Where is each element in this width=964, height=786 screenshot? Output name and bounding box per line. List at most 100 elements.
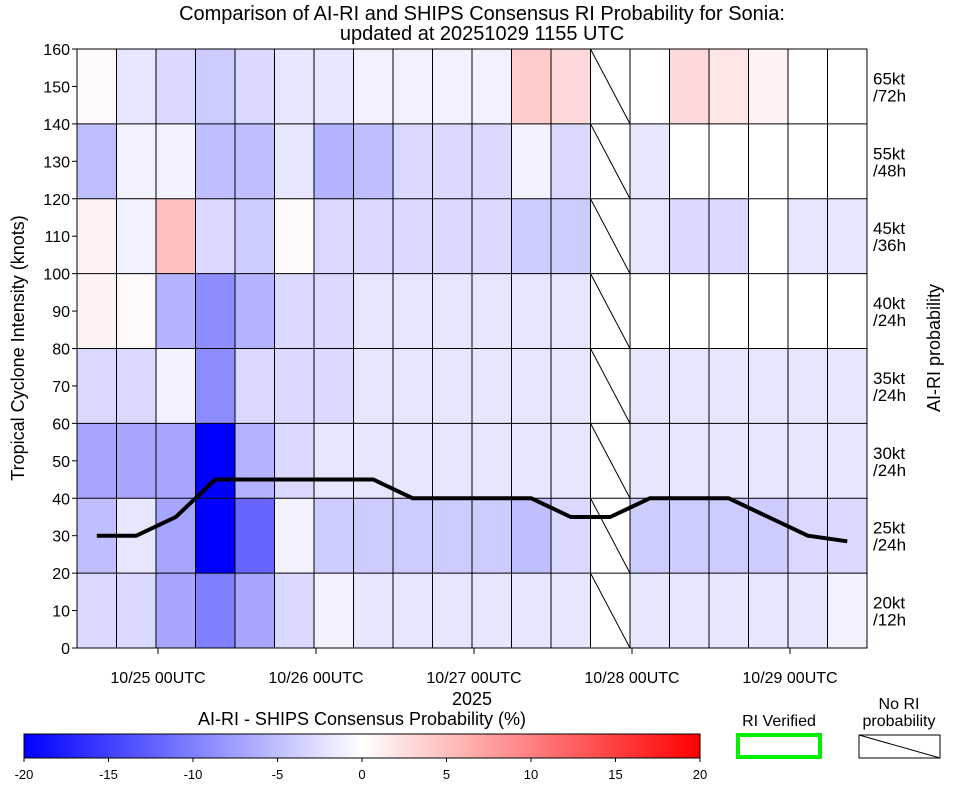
no-ri-label-line2: probability [863,713,936,730]
heatmap-cell [432,273,472,349]
heatmap-cell [156,49,196,124]
heatmap-cell [748,49,788,124]
heatmap-cell [472,123,512,199]
heatmap-cell [77,573,117,648]
colorbar-tick-label: 0 [358,767,365,782]
heatmap-cell [393,123,433,199]
heatmap-cell [353,498,393,574]
heatmap-cell [827,198,867,274]
heatmap-cell [393,49,433,124]
no-ri-diagonal [590,498,631,574]
heatmap-cell [274,123,314,199]
intensity-line [96,477,848,544]
heatmap-cell [511,573,551,648]
heatmap-cell [669,423,709,499]
y-axis-ticks: 0 10 20 30 40 50 60 70 80 90 100 110 120 130 140 150 160 [43,42,77,658]
no-ri-diagonal [590,348,631,424]
no-ri-diagonal [590,48,631,125]
y-tick-label: 40 [52,491,70,508]
band-label-line2: /12h [873,611,906,630]
heatmap-cell [709,198,749,274]
y-tick-label: 80 [52,342,70,359]
heatmap-cell [748,423,788,499]
y-tick-label: 60 [52,416,70,433]
heatmap-cell [669,123,709,199]
heatmap-cell [709,423,749,499]
heatmap-cell [748,273,788,349]
heatmap-cell [551,348,591,424]
heatmap-cell [432,348,472,424]
heatmap-cell [551,273,591,349]
ri-verified-label: RI Verified [742,713,816,730]
heatmap-cell [511,348,551,424]
heatmap-cell [432,423,472,499]
chart-subtitle: updated at 20251029 1155 UTC [340,23,624,45]
heatmap-cell [274,49,314,124]
heatmap-cell [669,498,709,574]
y-tick-label: 140 [43,117,70,134]
heatmap-cell [669,348,709,424]
grid-lines [76,48,868,649]
heatmap-cell [393,423,433,499]
band-label-line2: /72h [873,86,906,105]
heatmap-cell [353,49,393,124]
heatmap-cell [116,198,156,274]
heatmap-cell [709,573,749,648]
heatmap-cell [432,123,472,199]
heatmap-cell [827,273,867,349]
heatmap-cell [116,123,156,199]
heatmap-cell [314,273,354,349]
heatmap-cell [77,423,117,499]
heatmap-cell [748,573,788,648]
heatmap-cell [314,49,354,124]
colorbar-tick-label: 20 [693,767,707,782]
heatmap-cell [827,123,867,199]
heatmap-cell [116,273,156,349]
heatmap-cell [748,198,788,274]
heatmap-cell [235,498,275,574]
y-tick-label: 120 [43,192,70,209]
heatmap-cell [195,198,235,274]
band-label-line1: 45kt [873,219,905,238]
ri-verified-swatch [736,733,822,759]
y-tick-label: 70 [52,379,70,396]
heatmap-cell [393,273,433,349]
heatmap-cell [551,123,591,199]
band-label-line2: /36h [873,236,906,255]
y-tick-label: 30 [52,529,70,546]
colorbar-tick-label: -15 [99,767,118,782]
heatmap-cell [353,273,393,349]
heatmap-cell [274,198,314,274]
heatmap-cell [195,49,235,124]
colorbar-tick-label: -5 [272,767,284,782]
band-label-line2: /24h [873,386,906,405]
no-ri-diagonal [590,198,631,274]
heatmap-cell [630,573,670,648]
heatmap-cell [235,273,275,349]
y-tick-label: 160 [43,42,70,59]
heatmap-cell [235,49,275,124]
band-label-line2: /24h [873,311,906,330]
colorbar-tick-label: -10 [184,767,203,782]
heatmap-cell [472,348,512,424]
heatmap-cell [77,49,117,124]
y-tick-label: 130 [43,154,70,171]
heatmap-cell [472,198,512,274]
heatmap-cell [551,198,591,274]
heatmap-cell [77,348,117,424]
heatmap-cell [274,273,314,349]
heatmap-cell [353,348,393,424]
heatmap-cell [116,573,156,648]
no-ri-diagonal [590,123,631,199]
band-labels: 20kt/12h25kt/24h30kt/24h35kt/24h40kt/24h… [873,69,906,629]
band-label-line1: 35kt [873,369,905,388]
heatmap-cell [827,423,867,499]
heatmap-cell [353,123,393,199]
heatmap-cell [511,198,551,274]
heatmap-cell [511,49,551,124]
heatmap-cell [472,573,512,648]
heatmap-cell [788,423,828,499]
heatmap-cell [195,573,235,648]
heatmap-cell [788,123,828,199]
heatmap-cell [274,423,314,499]
